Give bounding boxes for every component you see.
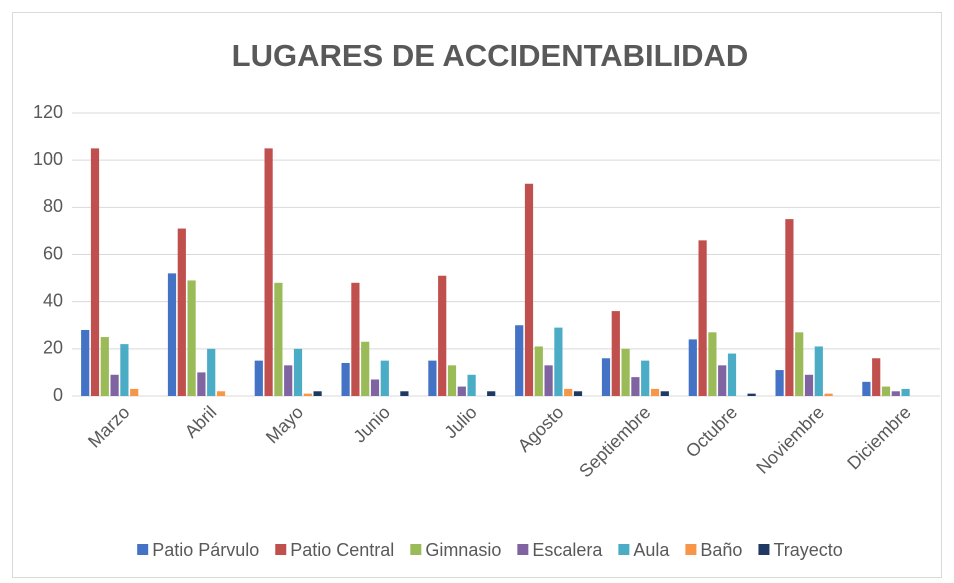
- bar: [90, 148, 100, 396]
- bar: [81, 329, 90, 396]
- bar: [303, 393, 312, 396]
- legend-swatch: [618, 544, 630, 555]
- bar: [564, 388, 573, 396]
- bar: [351, 282, 360, 396]
- bar: [650, 388, 660, 396]
- legend-label: Patio Central: [290, 540, 394, 560]
- bar: [380, 360, 389, 396]
- bar: [524, 183, 534, 396]
- bar: [698, 240, 707, 396]
- bar: [862, 381, 871, 396]
- bar: [573, 391, 583, 396]
- legend-swatch: [758, 544, 770, 555]
- legend-swatch: [410, 544, 422, 555]
- bar: [120, 344, 129, 396]
- bar: [631, 377, 640, 396]
- bar: [641, 360, 650, 396]
- legend-label: Escalera: [532, 540, 603, 560]
- bar: [814, 346, 823, 396]
- bar: [428, 360, 437, 396]
- y-tick-label: 0: [53, 385, 63, 405]
- bar: [447, 365, 457, 396]
- bar: [293, 348, 303, 396]
- bar: [400, 391, 409, 396]
- bar: [611, 311, 620, 396]
- bar: [197, 372, 206, 396]
- legend-swatch: [137, 544, 149, 555]
- bar: [457, 386, 466, 396]
- bar: [274, 282, 283, 396]
- legend-label: Gimnasio: [425, 540, 501, 560]
- legend-label: Aula: [633, 540, 670, 560]
- legend-swatch: [685, 544, 697, 555]
- bar: [515, 325, 524, 396]
- bar: [313, 391, 322, 396]
- legend-label: Trayecto: [773, 540, 842, 560]
- y-tick-label: 20: [43, 338, 63, 358]
- legend-label: Patio Párvulo: [152, 540, 259, 560]
- bar: [438, 275, 447, 396]
- bar: [254, 360, 263, 396]
- legend-swatch: [275, 544, 287, 555]
- bar: [901, 388, 910, 396]
- bar: [100, 337, 109, 396]
- bar: [216, 391, 226, 396]
- bar: [824, 393, 833, 396]
- bar: [891, 391, 900, 396]
- chart-border: [12, 12, 942, 578]
- bar: [341, 362, 350, 396]
- bar: [370, 379, 380, 396]
- bar: [785, 219, 794, 396]
- y-tick-label: 120: [33, 102, 63, 122]
- bar: [110, 374, 119, 396]
- bar: [544, 365, 553, 396]
- y-tick-label: 40: [43, 290, 63, 310]
- legend-swatch: [517, 544, 529, 555]
- bar: [207, 348, 216, 396]
- bar: [361, 341, 370, 396]
- bar: [284, 365, 293, 396]
- bar: [534, 346, 543, 396]
- bar: [177, 228, 186, 396]
- bar: [688, 339, 697, 396]
- bar: [264, 148, 273, 396]
- bar: [601, 358, 611, 396]
- bar: [872, 358, 881, 396]
- bar: [795, 332, 804, 396]
- bar: [167, 273, 177, 396]
- bar: [621, 348, 630, 396]
- y-tick-label: 100: [33, 149, 63, 169]
- bar: [130, 388, 139, 396]
- bar: [718, 365, 727, 396]
- bar: [708, 332, 717, 396]
- y-tick-label: 80: [43, 196, 63, 216]
- bar: [187, 280, 196, 396]
- bar: [727, 353, 737, 396]
- chart-title: LUGARES DE ACCIDENTABILIDAD: [232, 38, 749, 73]
- bar: [467, 374, 476, 396]
- bar: [487, 391, 496, 396]
- bar: [881, 386, 891, 396]
- bar: [554, 327, 563, 396]
- bar: [747, 393, 756, 396]
- y-tick-label: 60: [43, 243, 63, 263]
- bar: [804, 374, 814, 396]
- bar: [775, 370, 784, 396]
- bar: [660, 391, 669, 396]
- legend-label: Baño: [700, 540, 742, 560]
